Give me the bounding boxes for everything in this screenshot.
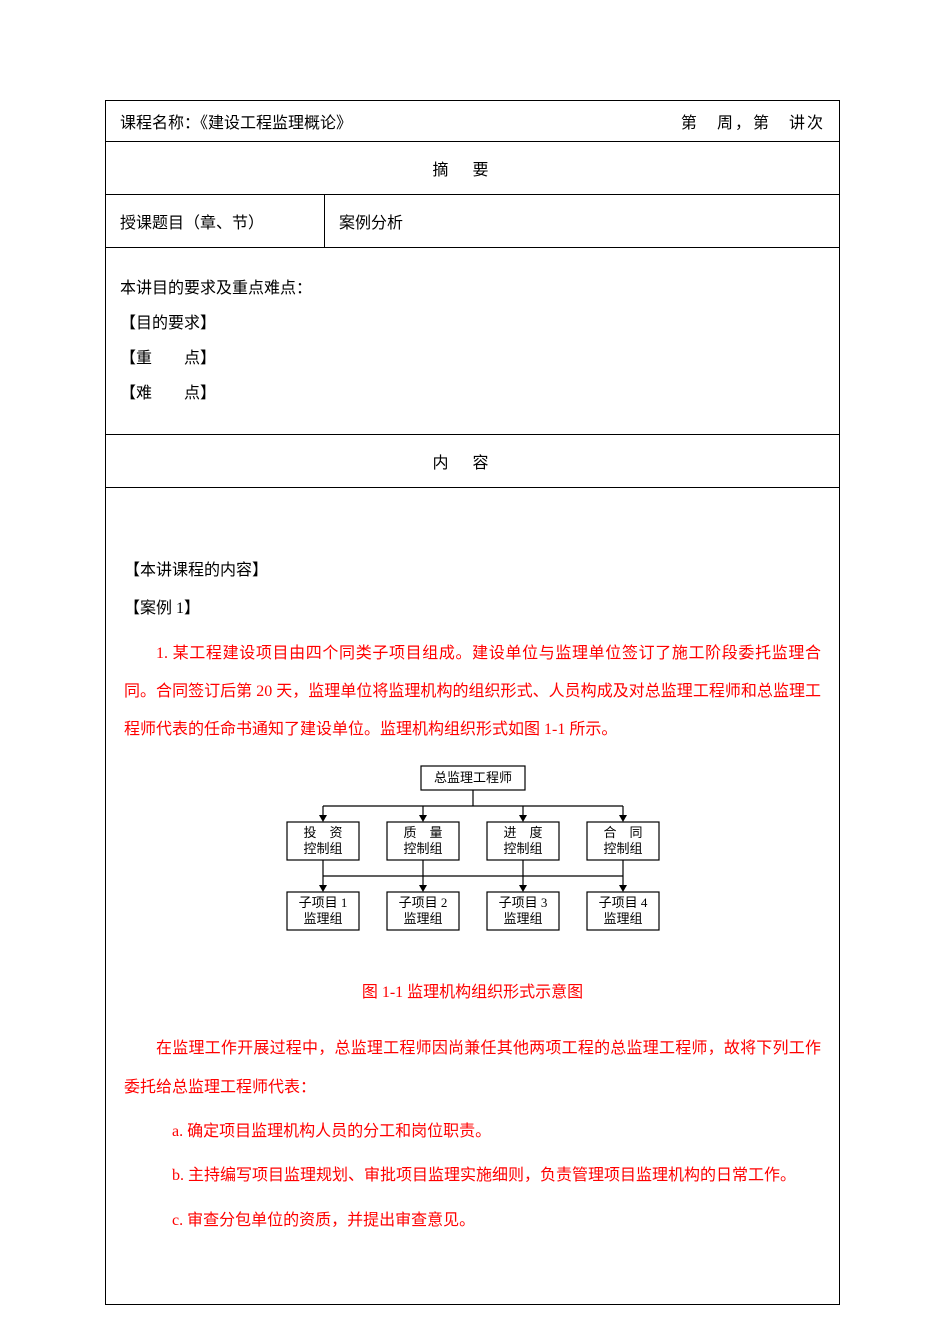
course-label: 课程名称： xyxy=(120,115,200,132)
org-arrow xyxy=(419,815,427,822)
org-chart: 总监理工程师 xyxy=(253,760,693,960)
week-prefix: 第 xyxy=(681,115,699,132)
requirements-cell: 本讲目的要求及重点难点： 【目的要求】 【重 点】 【难 点】 xyxy=(106,248,840,435)
org-mid-text: 质 量 xyxy=(403,825,442,840)
item-a: a. 确定项目监理机构人员的分工和岗位职责。 xyxy=(124,1113,821,1151)
org-chart-svg: 总监理工程师 xyxy=(253,760,693,960)
lecture-suffix: 讲次 xyxy=(789,115,825,132)
org-leaf-text: 子项目 1 xyxy=(298,895,347,910)
org-leaf-text: 子项目 4 xyxy=(598,895,647,910)
org-mid-text: 控制组 xyxy=(503,841,542,856)
org-leaf-text: 子项目 3 xyxy=(498,895,547,910)
requirements-inner: 本讲目的要求及重点难点： 【目的要求】 【重 点】 【难 点】 xyxy=(120,267,825,416)
org-leaf-text: 监理组 xyxy=(303,911,342,926)
req-key: 【重 点】 xyxy=(120,341,825,376)
course-left: 课程名称：《建设工程监理概论》 xyxy=(120,109,352,133)
org-mid-group: 投 资 控制组 质 量 控制组 进 度 控制组 合 同 控制组 xyxy=(287,806,659,860)
org-leaf-text: 监理组 xyxy=(503,911,542,926)
topic-right: 案例分析 xyxy=(325,195,840,248)
org-leaf-group: 子项目 1 监理组 子项目 2 监理组 子项目 3 监理组 子项目 4 xyxy=(287,892,659,930)
org-leaf-text: 子项目 2 xyxy=(398,895,447,910)
topic-left: 授课题目（章、节） xyxy=(106,195,325,248)
course-row: 课程名称：《建设工程监理概论》 第 周，第 讲次 xyxy=(120,109,825,133)
figure-caption: 图 1-1 监理机构组织形式示意图 xyxy=(124,974,821,1012)
org-mid-text: 合 同 xyxy=(603,825,642,840)
content-title: 内容 xyxy=(106,435,840,488)
page: 课程名称：《建设工程监理概论》 第 周，第 讲次 摘要 授课题目（章、节） 案例… xyxy=(0,0,945,1337)
req-intro: 本讲目的要求及重点难点： xyxy=(120,271,825,306)
org-arrow xyxy=(619,885,627,892)
para1: 1. 某工程建设项目由四个同类子项目组成。建设单位与监理单位签订了施工阶段委托监… xyxy=(124,635,821,750)
org-arrow xyxy=(519,885,527,892)
org-arrow xyxy=(319,885,327,892)
org-arrow xyxy=(319,815,327,822)
item-b: b. 主持编写项目监理规划、审批项目监理实施细则，负责管理项目监理机构的日常工作… xyxy=(124,1157,821,1195)
org-mid-text: 投 资 xyxy=(303,825,342,840)
org-mid-text: 进 度 xyxy=(503,825,542,840)
para2: 在监理工作开展过程中，总监理工程师因尚兼任其他两项工程的总监理工程师，故将下列工… xyxy=(124,1030,821,1107)
lesson-table: 课程名称：《建设工程监理概论》 第 周，第 讲次 摘要 授课题目（章、节） 案例… xyxy=(105,100,840,1305)
org-mid-text: 控制组 xyxy=(603,841,642,856)
week-suffix: 周，第 xyxy=(717,115,771,132)
course-header-cell: 课程名称：《建设工程监理概论》 第 周，第 讲次 xyxy=(106,101,840,142)
org-leaf-text: 监理组 xyxy=(403,911,442,926)
org-arrow xyxy=(419,885,427,892)
org-mid-text: 控制组 xyxy=(303,841,342,856)
section-label: 【本讲课程的内容】 xyxy=(124,552,821,590)
org-arrow xyxy=(619,815,627,822)
org-leaf-text: 监理组 xyxy=(603,911,642,926)
course-name: 《建设工程监理概论》 xyxy=(200,115,352,132)
course-right: 第 周，第 讲次 xyxy=(681,109,825,133)
org-mid-text: 控制组 xyxy=(403,841,442,856)
content-inner: 【本讲课程的内容】 【案例 1】 1. 某工程建设项目由四个同类子项目组成。建设… xyxy=(120,546,825,1246)
req-goal: 【目的要求】 xyxy=(120,306,825,341)
org-arrow xyxy=(519,815,527,822)
req-hard: 【难 点】 xyxy=(120,376,825,411)
abstract-title: 摘要 xyxy=(106,142,840,195)
case-label: 【案例 1】 xyxy=(124,590,821,628)
item-c: c. 审查分包单位的资质，并提出审查意见。 xyxy=(124,1202,821,1240)
content-cell: 【本讲课程的内容】 【案例 1】 1. 某工程建设项目由四个同类子项目组成。建设… xyxy=(106,488,840,1305)
org-root-text: 总监理工程师 xyxy=(433,770,511,785)
